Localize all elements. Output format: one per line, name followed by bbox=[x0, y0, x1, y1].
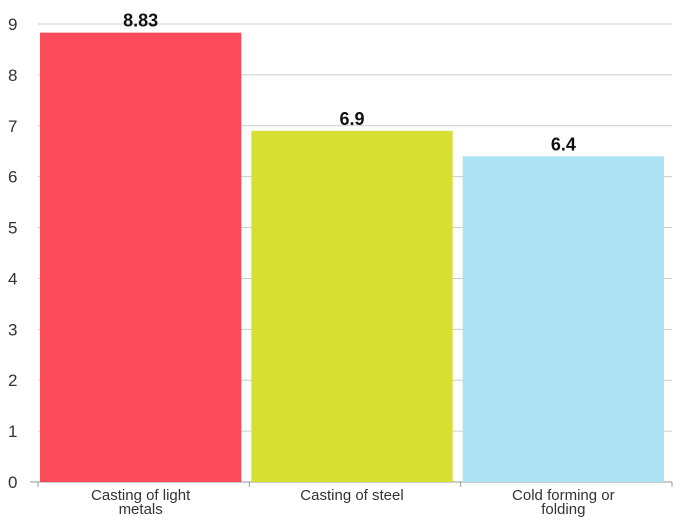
y-tick-label: 7 bbox=[8, 117, 17, 136]
x-category-label: Cold forming or bbox=[512, 487, 615, 504]
bars bbox=[40, 32, 664, 483]
y-tick-label: 3 bbox=[8, 320, 17, 339]
bar bbox=[462, 156, 664, 483]
bar bbox=[251, 130, 453, 482]
y-tick-label: 1 bbox=[8, 422, 17, 441]
y-tick-label: 9 bbox=[8, 15, 17, 34]
y-axis-ticks: 0 1 2 3 4 5 6 7 8 9 bbox=[8, 15, 17, 492]
data-label: 6.9 bbox=[339, 109, 364, 129]
data-label: 6.4 bbox=[551, 134, 576, 154]
data-labels: 8.83 6.9 6.4 bbox=[123, 11, 576, 155]
x-category-label: Casting of steel bbox=[300, 487, 403, 504]
y-tick-label: 2 bbox=[8, 371, 17, 390]
y-tick-label: 8 bbox=[8, 66, 17, 85]
x-category-label: Casting of light bbox=[91, 487, 191, 504]
y-tick-label: 5 bbox=[8, 219, 17, 238]
data-label: 8.83 bbox=[123, 11, 158, 31]
bar bbox=[40, 32, 242, 482]
y-tick-label: 4 bbox=[8, 269, 17, 288]
y-tick-label: 0 bbox=[8, 473, 17, 492]
x-category-label: folding bbox=[541, 501, 585, 518]
x-category-label: metals bbox=[119, 501, 163, 518]
y-tick-label: 6 bbox=[8, 168, 17, 187]
